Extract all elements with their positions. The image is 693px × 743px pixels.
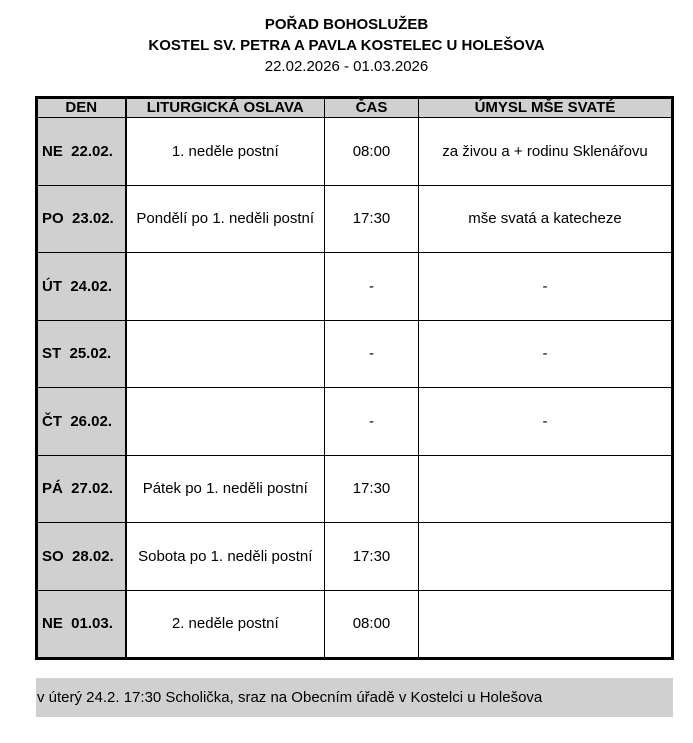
table-row: NE 22.02. 1. neděle postní 08:00 za živou a… [36,117,673,186]
announcement-note: v úterý 24.2. 17:30 Scholička, sraz na O… [36,678,673,717]
day-cell: ČT 26.02. [36,387,127,456]
day-cell: NE 01.03. [36,589,127,659]
date-range: 22.02.2026 - 01.03.2026 [264,58,429,75]
day-cell: PÁ 27.02. [36,454,127,523]
column-header-intention: ÚMYSL MŠE SVATÉ [418,97,673,118]
celebration-cell [125,252,325,321]
time-cell: 08:00 [324,117,419,186]
celebration-cell [125,387,325,456]
announcement-text: v úterý 24.2. 17:30 Scholička, sraz na O… [37,689,543,706]
table-row: ÚT 24.02. - - [36,252,673,321]
table-row: PO 23.02. Pondělí po 1. neděli postní 17:3… [36,184,673,253]
time-cell: - [324,387,419,456]
intention-cell: - [418,252,673,321]
time-cell: 17:30 [324,454,419,523]
time-cell: 17:30 [324,522,419,591]
intention-cell [418,589,673,659]
celebration-cell: 2. neděle postní [125,589,325,659]
table-row: ČT 26.02. - - [36,387,673,456]
day-cell: PO 23.02. [36,184,127,253]
table-row: SO 28.02. Sobota po 1. neděli postní 17:30 [36,522,673,591]
table-row: NE 01.03. 2. neděle postní 08:00 [36,589,673,659]
intention-cell: mše svatá a katecheze [418,184,673,253]
intention-cell [418,454,673,523]
intention-cell [418,522,673,591]
celebration-cell: Pondělí po 1. neděli postní [125,184,325,253]
intention-cell: - [418,319,673,388]
time-cell: 17:30 [324,184,419,253]
time-cell: 08:00 [324,589,419,659]
schedule-table: DEN LITURGICKÁ OSLAVA ČAS ÚMYSL MŠE SVAT… [35,96,674,660]
document-title: POŘAD BOHOSLUŽEB [264,16,429,33]
table-row: ST 25.02. - - [36,319,673,388]
church-name: KOSTEL SV. PETRA A PAVLA KOSTELEC U HOLE… [148,37,545,54]
intention-cell: - [418,387,673,456]
day-cell: SO 28.02. [36,522,127,591]
column-header-time: ČAS [324,97,419,118]
celebration-cell [125,319,325,388]
table-row: PÁ 27.02. Pátek po 1. neděli postní 17:30 [36,454,673,523]
celebration-cell: Sobota po 1. neděli postní [125,522,325,591]
header-row: DEN LITURGICKÁ OSLAVA ČAS ÚMYSL MŠE SVAT… [36,97,673,118]
time-cell: - [324,252,419,321]
intention-cell: za živou a + rodinu Sklenářovu [418,117,673,186]
column-header-day: DEN [36,97,127,118]
celebration-cell: Pátek po 1. neděli postní [125,454,325,523]
time-cell: - [324,319,419,388]
column-header-celebration: LITURGICKÁ OSLAVA [125,97,325,118]
day-cell: ST 25.02. [36,319,127,388]
day-cell: ÚT 24.02. [36,252,127,321]
celebration-cell: 1. neděle postní [125,117,325,186]
day-cell: NE 22.02. [36,117,127,186]
